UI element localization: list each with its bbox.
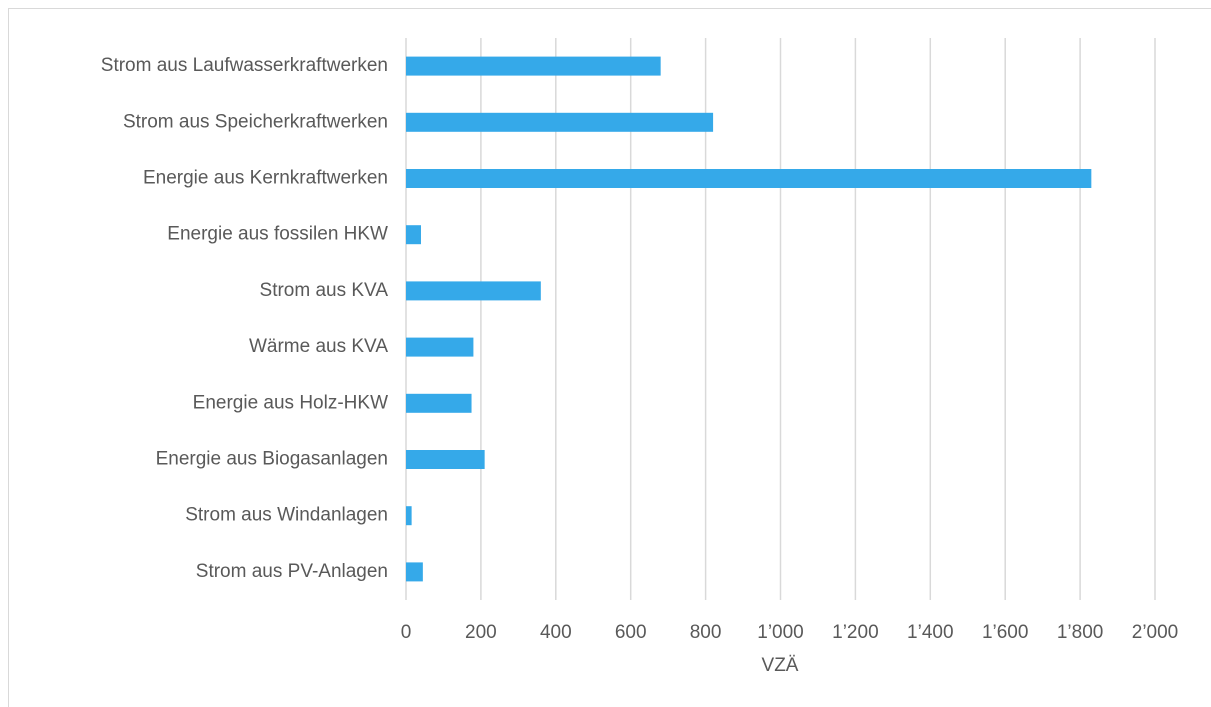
x-tick-label: 800 [690,622,722,643]
bar [406,56,661,76]
bar [406,393,472,413]
y-tick-label: Strom aus Speicherkraftwerken [123,111,388,132]
y-tick-label: Strom aus PV-Anlagen [196,561,388,582]
y-tick-label: Energie aus fossilen HKW [167,224,388,245]
y-tick-label: Strom aus KVA [260,280,389,301]
y-tick-label: Energie aus Holz-HKW [193,392,388,413]
x-tick-label: 0 [401,622,412,643]
bar [406,281,541,301]
x-tick-label: 400 [540,622,572,643]
x-tick-label: 1’000 [757,622,804,643]
y-tick-label: Wärme aus KVA [249,336,388,357]
bar [406,562,423,582]
y-tick-label: Strom aus Laufwasserkraftwerken [101,55,388,76]
x-tick-label: 600 [615,622,647,643]
x-tick-label: 1’200 [832,622,879,643]
bar [406,506,412,526]
x-tick-label: 2’000 [1132,622,1179,643]
x-tick-label: 1’800 [1057,622,1104,643]
x-tick-label: 1’600 [982,622,1029,643]
bar [406,112,714,132]
bar [406,450,485,469]
y-tick-label: Strom aus Windanlagen [185,505,388,526]
x-axis-title: VZÄ [762,655,799,676]
bar [406,337,474,357]
bar [406,169,1092,188]
y-tick-label: Energie aus Kernkraftwerken [143,168,388,189]
x-tick-label: 200 [465,622,497,643]
bar [406,225,421,245]
y-tick-label: Energie aus Biogasanlagen [156,449,388,470]
x-tick-label: 1’400 [907,622,954,643]
